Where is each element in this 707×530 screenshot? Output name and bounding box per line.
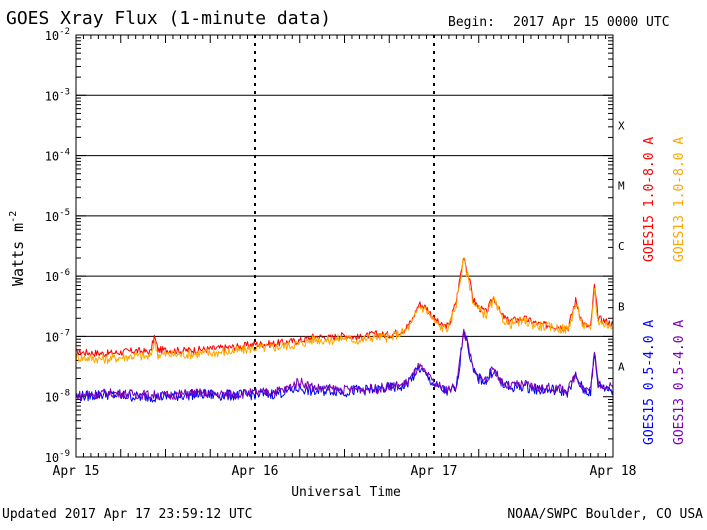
- y-tick-label: 10-4: [45, 148, 70, 164]
- y-tick-label: 10-3: [45, 87, 70, 103]
- legend-entry: GOES13 0.5-4.0 A: [672, 320, 687, 445]
- y-tick-label: 10-5: [45, 208, 70, 224]
- y-tick-label: 10-8: [45, 389, 70, 405]
- x-tick-label: Apr 15: [53, 464, 100, 479]
- plot-frame: [75, 34, 614, 458]
- source-credit: NOAA/SWPC Boulder, CO USA: [507, 507, 703, 522]
- updated-timestamp: Updated 2017 Apr 17 23:59:12 UTC: [2, 507, 252, 522]
- y-tick-label: 10-7: [45, 328, 70, 344]
- series-line: [75, 258, 614, 358]
- flare-class-label: C: [618, 240, 625, 253]
- y-tick-label-base: 10: [45, 150, 59, 164]
- flare-class-label: B: [618, 300, 625, 313]
- y-axis-label-exp: -2: [8, 211, 19, 223]
- y-tick-label-exp: -6: [59, 268, 70, 278]
- y-tick-label-exp: -2: [59, 27, 70, 37]
- flare-class-label: M: [618, 180, 625, 193]
- y-tick-label: 10-2: [45, 27, 70, 43]
- begin-label: Begin:: [448, 15, 495, 30]
- x-tick-label: Apr 17: [411, 464, 458, 479]
- y-axis-label-base: Watts m: [9, 223, 27, 286]
- y-tick-label-base: 10: [45, 29, 59, 43]
- x-axis-label: Universal Time: [291, 485, 401, 500]
- y-axis-label: Watts m-2: [8, 211, 27, 286]
- legend-entry: GOES15 1.0-8.0 A: [642, 137, 657, 262]
- y-tick-label-base: 10: [45, 210, 59, 224]
- begin-value: 2017 Apr 15 0000 UTC: [513, 15, 670, 30]
- y-tick-label: 10-6: [45, 268, 70, 284]
- y-tick-label-base: 10: [45, 330, 59, 344]
- y-tick-label-base: 10: [45, 89, 59, 103]
- y-tick-label-exp: -3: [59, 87, 70, 97]
- y-tick-label-exp: -9: [59, 449, 70, 459]
- y-tick-label-base: 10: [45, 451, 59, 465]
- x-tick-label: Apr 18: [590, 464, 637, 479]
- series-line: [75, 328, 614, 401]
- y-tick-label-exp: -5: [59, 208, 70, 218]
- chart-title: GOES Xray Flux (1-minute data): [6, 8, 331, 29]
- y-tick-label-base: 10: [45, 270, 59, 284]
- legend-entry: GOES13 1.0-8.0 A: [672, 137, 687, 262]
- y-tick-label-exp: -8: [59, 389, 70, 399]
- y-tick-label-exp: -4: [59, 148, 70, 158]
- y-tick-label-base: 10: [45, 391, 59, 405]
- legend-entry: GOES15 0.5-4.0 A: [642, 320, 657, 445]
- y-tick-label-exp: -7: [59, 328, 70, 338]
- flare-class-label: X: [618, 119, 625, 132]
- plot-area: [75, 34, 614, 458]
- flare-class-label: A: [618, 361, 625, 374]
- series-line: [75, 257, 614, 365]
- x-tick-label: Apr 16: [232, 464, 279, 479]
- y-tick-label: 10-9: [45, 449, 70, 465]
